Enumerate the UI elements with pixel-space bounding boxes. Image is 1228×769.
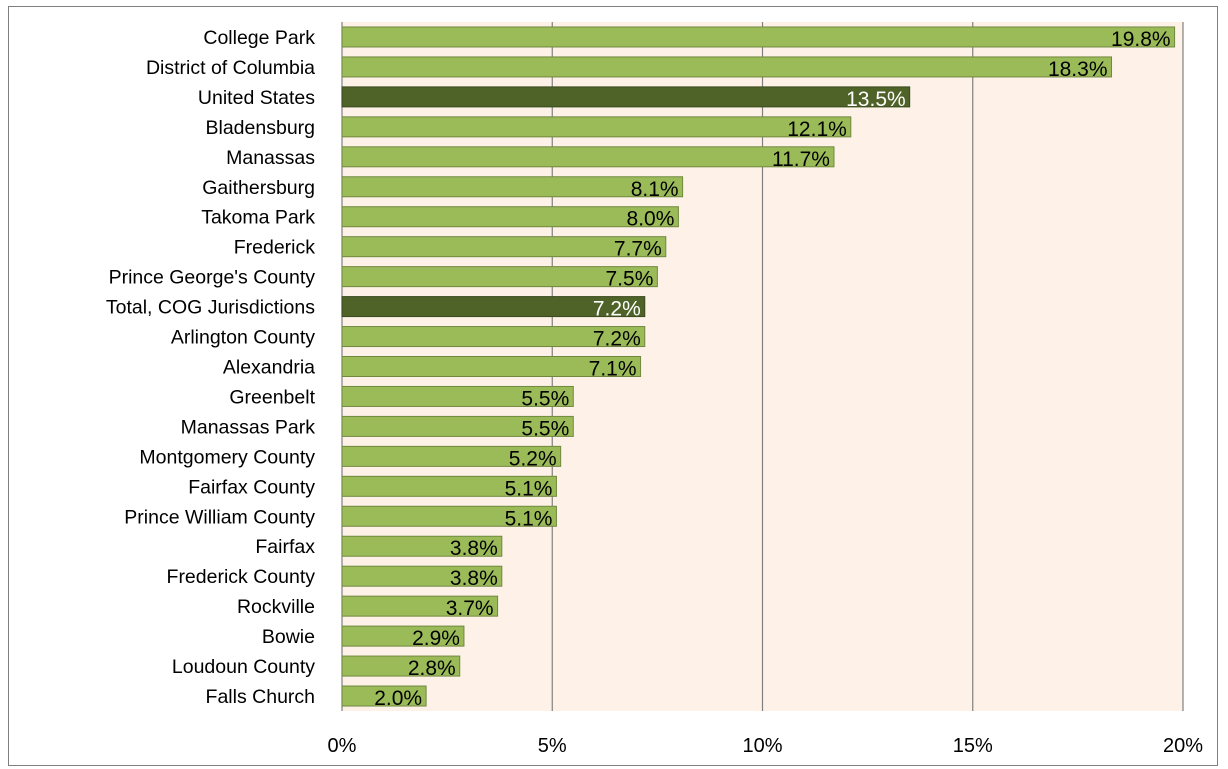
data-label: 3.8%: [450, 537, 498, 560]
bar: [341, 535, 503, 557]
bar: [341, 445, 562, 467]
x-tick-label: 10%: [742, 735, 782, 757]
bar: [341, 266, 658, 288]
data-label: 2.9%: [412, 627, 460, 650]
bar: [341, 655, 461, 677]
data-label: 7.7%: [614, 238, 662, 261]
data-label: 2.8%: [408, 657, 456, 680]
data-label: 3.7%: [446, 597, 494, 620]
bar: [341, 415, 574, 437]
category-label: Prince George's County: [109, 267, 316, 289]
x-tick-label: 20%: [1163, 735, 1203, 757]
bar: [341, 685, 427, 707]
data-label: 8.1%: [631, 178, 679, 201]
category-label: Bowie: [262, 626, 315, 648]
x-tick-label: 15%: [953, 735, 993, 757]
x-tick-label: 5%: [538, 735, 567, 757]
category-label: District of Columbia: [146, 57, 315, 79]
bar: [341, 26, 1176, 48]
bar: [341, 505, 557, 527]
bar: [341, 236, 667, 258]
bar: [341, 206, 679, 228]
data-label: 7.5%: [606, 268, 654, 291]
data-label: 5.5%: [521, 417, 569, 440]
category-label: Falls Church: [206, 686, 315, 708]
data-label: 5.2%: [509, 447, 557, 470]
bar: [341, 356, 642, 377]
data-label: 7.2%: [593, 298, 641, 321]
data-label: 2.0%: [374, 687, 422, 710]
bar: [341, 176, 684, 198]
bar: [341, 116, 852, 138]
data-label: 13.5%: [846, 88, 906, 111]
category-label: Prince William County: [124, 506, 315, 528]
bar: [341, 146, 835, 168]
data-label: 5.5%: [521, 387, 569, 410]
x-axis-ticks: 0% 5% 10% 15% 20%: [328, 735, 1204, 757]
bar: [341, 595, 499, 617]
data-label: 19.8%: [1111, 28, 1171, 51]
category-label: College Park: [203, 27, 315, 49]
category-label: Frederick: [234, 237, 316, 259]
category-label: Total, COG Jurisdictions: [106, 297, 315, 319]
data-label: 5.1%: [505, 477, 553, 500]
bar: [341, 56, 1113, 78]
category-label: Fairfax County: [188, 476, 315, 498]
category-label: United States: [198, 87, 315, 109]
category-label: Manassas: [226, 147, 315, 169]
bar: [341, 326, 646, 348]
bar: [341, 565, 503, 587]
data-label: 3.8%: [450, 567, 498, 590]
category-label: Bladensburg: [206, 117, 316, 139]
category-label: Alexandria: [223, 357, 315, 379]
bar: [341, 385, 574, 407]
bars: 19.8%18.3% 13.5% 12.1% 11.7% 8.1% 8.0% 7.7% 7.5…: [341, 26, 1176, 710]
data-label: 18.3%: [1048, 58, 1108, 81]
category-label: Takoma Park: [201, 207, 315, 229]
data-label: 7.2%: [593, 328, 641, 351]
bar: [341, 296, 646, 318]
bar: [341, 625, 465, 647]
category-label: Rockville: [237, 596, 315, 618]
data-label: 5.1%: [505, 507, 553, 530]
category-label: Greenbelt: [229, 386, 315, 408]
bar: [341, 475, 557, 497]
category-label: Arlington County: [171, 327, 315, 349]
category-label: Montgomery County: [139, 446, 315, 468]
data-label: 11.7%: [772, 148, 830, 171]
category-label: Manassas Park: [181, 416, 316, 438]
bar: [341, 86, 911, 108]
category-label: Fairfax: [255, 536, 315, 558]
category-labels: College Park District of Columbia United S…: [106, 27, 316, 708]
category-label: Loudoun County: [172, 656, 315, 678]
x-tick-label: 0%: [328, 735, 357, 757]
data-label: 12.1%: [787, 118, 847, 141]
category-label: Frederick County: [167, 566, 316, 588]
category-label: Gaithersburg: [202, 177, 315, 199]
data-label: 8.0%: [627, 208, 675, 231]
data-label: 7.1%: [589, 358, 637, 381]
